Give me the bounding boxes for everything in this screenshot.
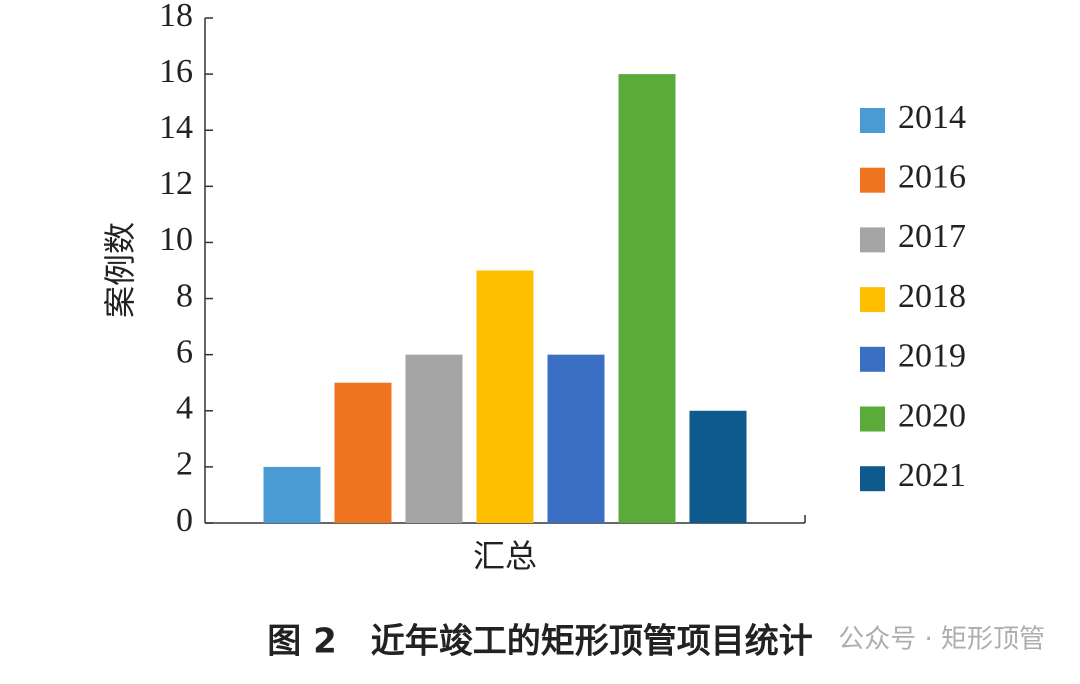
y-tick-label: 10 bbox=[159, 221, 193, 258]
legend-label: 2021 bbox=[898, 457, 966, 494]
y-tick-label: 2 bbox=[176, 446, 193, 483]
x-tick-label: 汇总 bbox=[473, 537, 537, 575]
y-tick-label: 18 bbox=[159, 0, 193, 34]
bar bbox=[547, 354, 605, 523]
y-tick-label: 16 bbox=[159, 53, 193, 90]
y-tick-label: 14 bbox=[159, 109, 193, 146]
bar bbox=[334, 382, 392, 523]
legend-label: 2016 bbox=[898, 158, 966, 195]
y-tick-label: 6 bbox=[176, 333, 193, 370]
legend-swatch bbox=[860, 108, 885, 133]
bar bbox=[405, 354, 463, 523]
legend-swatch bbox=[860, 346, 885, 372]
legend-swatch bbox=[860, 167, 885, 193]
legend-swatch bbox=[860, 287, 885, 313]
bar bbox=[689, 410, 747, 523]
caption: 图 2 近年竣工的矩形顶管项目统计 bbox=[267, 622, 813, 662]
y-tick-label: 4 bbox=[176, 390, 193, 427]
bar bbox=[476, 270, 534, 523]
y-tick-label: 12 bbox=[159, 165, 193, 202]
legend-label: 2014 bbox=[898, 99, 966, 136]
y-tick-label: 0 bbox=[176, 502, 193, 539]
bar bbox=[618, 74, 676, 523]
legend-label: 2019 bbox=[898, 338, 966, 375]
legend-label: 2018 bbox=[898, 278, 966, 315]
watermark: 公众号 · 矩形顶管 bbox=[838, 625, 1045, 655]
legend-swatch bbox=[860, 406, 885, 432]
legend-label: 2017 bbox=[898, 218, 966, 255]
bar bbox=[263, 466, 321, 523]
legend-swatch bbox=[860, 466, 885, 492]
legend-swatch bbox=[860, 227, 885, 253]
y-axis-label: 案例数 bbox=[101, 222, 139, 318]
y-tick-label: 8 bbox=[176, 277, 193, 314]
legend-label: 2020 bbox=[898, 397, 966, 434]
